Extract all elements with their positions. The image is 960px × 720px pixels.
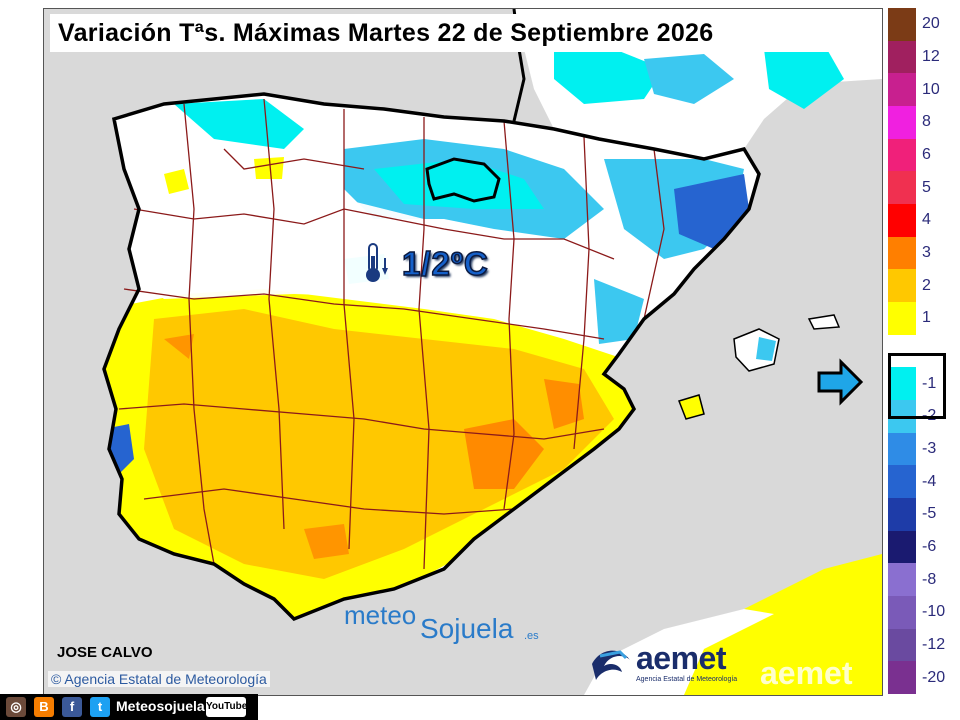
author-label: JOSE CALVO bbox=[57, 644, 153, 661]
legend-swatch bbox=[888, 138, 916, 172]
warm-speckle-north-2 bbox=[254, 157, 284, 179]
legend-label: 4 bbox=[922, 211, 931, 229]
france-cool-patch-3 bbox=[764, 44, 844, 109]
legend-label: 5 bbox=[922, 178, 931, 196]
legend-swatch bbox=[888, 367, 916, 401]
coastline bbox=[102, 92, 761, 622]
cool-zone-rioja-2 bbox=[374, 159, 544, 209]
legend-swatch bbox=[888, 530, 916, 564]
legend-swatch bbox=[888, 498, 916, 532]
twitter-icon[interactable]: t bbox=[90, 697, 110, 717]
legend-label: 20 bbox=[922, 15, 940, 33]
legend-swatch bbox=[888, 40, 916, 74]
legend-label: -20 bbox=[922, 668, 946, 686]
copyright-label: © Agencia Estatal de Meteorología bbox=[48, 671, 270, 687]
social-bar: ◎ B f t Meteosojuela YouTube bbox=[0, 694, 258, 720]
warm-hotspot-3 bbox=[304, 524, 349, 559]
legend-label: 2 bbox=[922, 276, 931, 294]
legend-swatch bbox=[888, 628, 916, 662]
africa-warm-patch-2 bbox=[744, 554, 882, 619]
aemet-watermark: aemet bbox=[760, 655, 853, 691]
iberia-map-svg bbox=[102, 9, 882, 695]
warm-hotspot-2 bbox=[544, 379, 584, 429]
france-cool-patch bbox=[554, 39, 664, 104]
legend-label: -5 bbox=[922, 505, 937, 523]
menorca bbox=[807, 314, 841, 330]
legend-label: -3 bbox=[922, 440, 937, 457]
legend-swatch bbox=[888, 563, 916, 597]
region-borders bbox=[118, 98, 665, 570]
legend-swatch bbox=[888, 73, 916, 107]
legend-label: -4 bbox=[922, 472, 937, 490]
mallorca-cool bbox=[756, 337, 776, 361]
legend-label: -1 bbox=[922, 374, 937, 392]
la-rioja-region bbox=[425, 157, 501, 203]
legend-swatch bbox=[888, 465, 916, 499]
legend-label: 8 bbox=[922, 113, 931, 131]
ibiza bbox=[678, 394, 705, 420]
legend-swatch bbox=[888, 269, 916, 303]
legend-label: 10 bbox=[922, 80, 940, 98]
aemet-name: aemet bbox=[636, 640, 727, 676]
legend-swatch bbox=[888, 236, 916, 270]
temperature-map bbox=[43, 8, 883, 696]
warm-hotspot-1 bbox=[464, 419, 544, 489]
arrow-right-icon bbox=[817, 358, 864, 406]
social-handle[interactable]: Meteosojuela bbox=[116, 698, 205, 714]
legend-label: -2 bbox=[922, 407, 937, 425]
legend-label: 6 bbox=[922, 146, 931, 163]
cool-zone-valencia bbox=[594, 279, 644, 344]
legend-swatch bbox=[888, 302, 916, 336]
brand-meteo-text: meteo bbox=[344, 600, 417, 630]
instagram-icon[interactable]: ◎ bbox=[6, 697, 26, 717]
legend-swatch bbox=[888, 432, 916, 466]
page-title: Variación Tªs. Máximas Martes 22 de Sept… bbox=[50, 14, 862, 52]
legend-swatch bbox=[888, 171, 916, 205]
legend-label: -10 bbox=[922, 603, 946, 621]
thermometer-down-icon bbox=[366, 243, 388, 282]
legend-label: -8 bbox=[922, 570, 937, 588]
color-legend: 20 12 10 8 6 5 4 3 2 1 -1 -2 -3 -4 -5 -6 -8 -10 -12 -20 bbox=[888, 8, 960, 695]
legend-swatch bbox=[888, 334, 916, 368]
legend-label: 1 bbox=[922, 309, 931, 327]
france-cool-patch-2 bbox=[644, 54, 734, 104]
legend-label: -12 bbox=[922, 636, 946, 653]
brand-domain-text: .es bbox=[524, 630, 539, 642]
legend-swatch bbox=[888, 8, 916, 42]
warm-hotspot-4 bbox=[164, 334, 194, 359]
warm-zone-2 bbox=[144, 309, 614, 579]
neutral-patch bbox=[124, 199, 604, 309]
legend-swatch bbox=[888, 596, 916, 630]
cool-zone-north bbox=[174, 99, 304, 149]
legend-label: -6 bbox=[922, 538, 937, 555]
legend-label: 3 bbox=[922, 244, 931, 261]
legend-label: 12 bbox=[922, 48, 940, 65]
legend-swatch bbox=[888, 106, 916, 140]
aemet-logo-icon bbox=[592, 650, 630, 680]
legend-swatch bbox=[888, 661, 916, 695]
blogger-icon[interactable]: B bbox=[34, 697, 54, 717]
brand-sojuela-text: Sojuela bbox=[420, 613, 514, 644]
youtube-badge[interactable]: YouTube bbox=[206, 697, 247, 717]
facebook-icon[interactable]: f bbox=[62, 697, 82, 717]
aemet-subtitle: Agencia Estatal de Meteorología bbox=[636, 676, 738, 683]
temperature-variation-label: 1/2ºC bbox=[401, 244, 489, 283]
legend-highlight-box bbox=[888, 353, 946, 419]
warm-speckle-north bbox=[164, 169, 189, 194]
legend-swatch bbox=[888, 204, 916, 238]
